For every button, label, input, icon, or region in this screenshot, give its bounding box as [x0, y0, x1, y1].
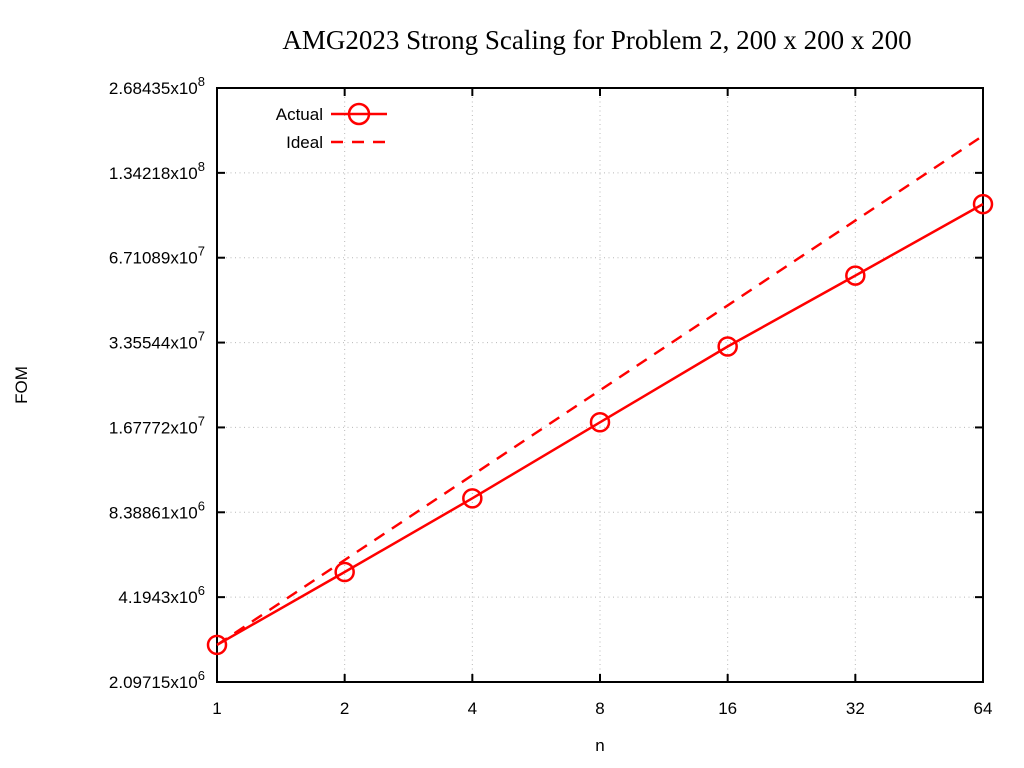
chart-title: AMG2023 Strong Scaling for Problem 2, 20… — [282, 25, 912, 55]
legend-label: Ideal — [286, 133, 323, 152]
x-tick-label: 8 — [595, 699, 604, 718]
legend-label: Actual — [276, 105, 323, 124]
y-tick-label: 2.68435x108 — [109, 74, 205, 98]
data-point-marker — [972, 193, 994, 215]
series-line-actual — [216, 203, 984, 646]
x-tick-label: 64 — [974, 699, 993, 718]
data-point-marker — [845, 265, 866, 286]
x-tick-label: 16 — [718, 699, 737, 718]
y-tick-label: 4.1943x106 — [118, 583, 205, 607]
data-point-marker — [462, 488, 483, 509]
y-tick-label: 3.35544x107 — [109, 329, 205, 353]
data-point-marker — [206, 634, 228, 656]
legend-sample-marker — [347, 102, 371, 126]
x-tick-label: 32 — [846, 699, 865, 718]
x-tick-label: 1 — [212, 699, 221, 718]
y-tick-label: 1.34218x108 — [109, 159, 205, 183]
y-tick-label: 2.09715x106 — [109, 668, 205, 692]
y-tick-label: 6.71089x107 — [109, 244, 205, 268]
x-axis-label: n — [595, 736, 605, 755]
x-tick-label: 2 — [340, 699, 349, 718]
data-point-marker — [717, 336, 738, 357]
data-point-marker — [334, 561, 355, 583]
y-tick-label: 8.38861x106 — [109, 498, 205, 522]
x-tick-label: 4 — [468, 699, 477, 718]
data-point-marker — [589, 412, 611, 433]
series-line-ideal — [216, 134, 984, 646]
y-tick-label: 1.67772x107 — [109, 413, 205, 437]
